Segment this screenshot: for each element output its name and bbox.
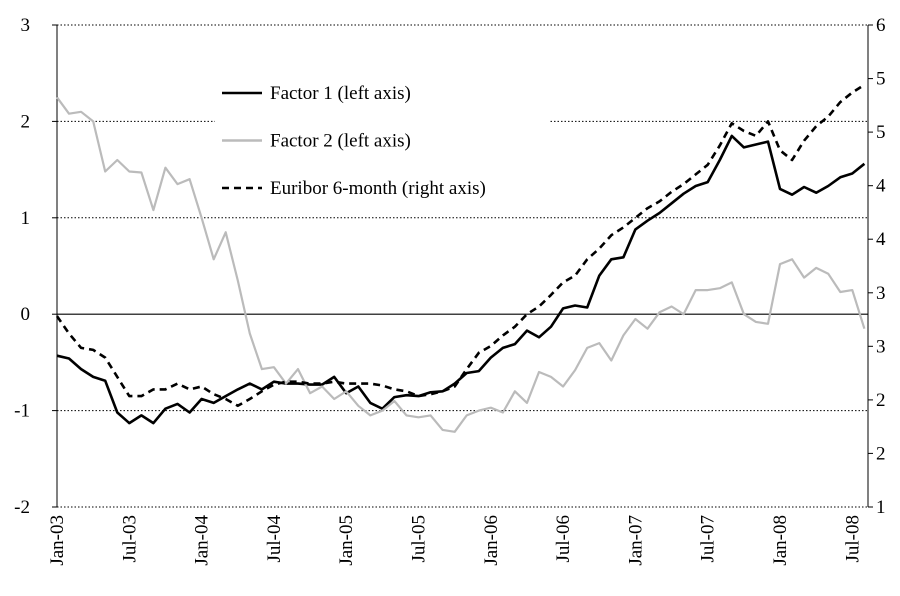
legend-box xyxy=(215,68,550,206)
series-line xyxy=(56,96,866,433)
y2-tick-label: 6 xyxy=(876,15,886,36)
y-tick-label: 3 xyxy=(21,15,31,36)
x-tick-label: Jan-07 xyxy=(625,515,646,566)
y2-tick-label: 4 xyxy=(876,176,886,197)
legend-label: Factor 2 (left axis) xyxy=(270,131,411,152)
series-line xyxy=(55,83,866,408)
x-tick-label: Jan-03 xyxy=(47,515,68,566)
x-tick-label: Jul-08 xyxy=(842,515,863,563)
x-tick-label: Jul-05 xyxy=(409,515,430,563)
y2-tick-label: 5 xyxy=(876,122,886,143)
y2-tick-label: 3 xyxy=(876,283,886,304)
x-tick-label: Jul-04 xyxy=(264,515,285,563)
x-tick-label: Jul-06 xyxy=(553,515,574,563)
y-tick-label: -1 xyxy=(14,401,30,422)
x-tick-label: Jul-07 xyxy=(698,515,719,563)
x-tick-label: Jan-06 xyxy=(481,515,502,566)
y-tick-label: 1 xyxy=(21,208,31,229)
y2-tick-label: 4 xyxy=(876,229,886,250)
x-tick-label: Jan-08 xyxy=(770,515,791,566)
series-line xyxy=(56,134,866,425)
y-tick-label: -2 xyxy=(14,497,30,518)
legend-label: Factor 1 (left axis) xyxy=(270,83,411,104)
y2-tick-label: 5 xyxy=(876,69,886,90)
y-tick-label: 2 xyxy=(21,111,31,132)
x-tick-label: Jan-05 xyxy=(336,515,357,566)
x-tick-label: Jan-04 xyxy=(192,515,213,566)
y2-tick-label: 2 xyxy=(876,443,886,464)
x-tick-label: Jul-03 xyxy=(119,515,140,563)
y2-tick-label: 3 xyxy=(876,336,886,357)
y-tick-label: 0 xyxy=(21,304,31,325)
legend-label: Euribor 6-month (right axis) xyxy=(270,178,486,199)
y2-tick-label: 1 xyxy=(876,497,886,518)
y2-tick-label: 2 xyxy=(876,390,886,411)
